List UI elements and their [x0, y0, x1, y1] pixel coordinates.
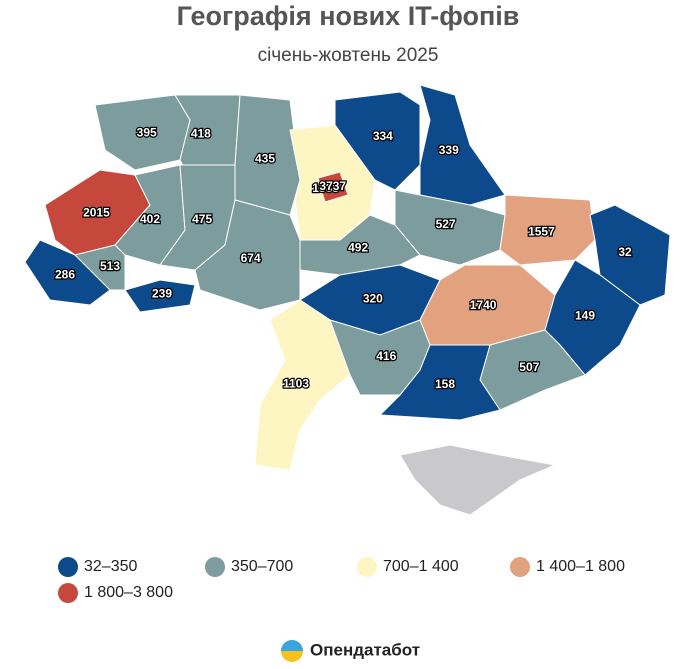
region-label: 513	[100, 259, 120, 273]
region-label: 339	[439, 143, 459, 157]
region-label: 2015	[83, 206, 110, 220]
crimea	[399, 444, 557, 516]
legend-swatch	[58, 557, 78, 577]
region-label: 507	[519, 360, 539, 374]
region-label: 1338	[312, 181, 339, 195]
region-label: 286	[55, 268, 75, 282]
region	[334, 91, 421, 191]
brand-logo-top	[281, 640, 303, 651]
legend-swatch	[58, 583, 78, 603]
region-label: 395	[137, 126, 157, 140]
region	[317, 171, 349, 203]
region	[589, 204, 671, 306]
region-label: 1103	[283, 377, 309, 391]
region-label: 1557	[528, 224, 555, 238]
legend-label: 32–350	[84, 558, 137, 575]
region	[419, 84, 506, 206]
region-label: 435	[255, 151, 275, 165]
region-label: 158	[435, 377, 455, 391]
region-label: 239	[152, 287, 172, 301]
region-label: 334	[373, 129, 393, 143]
region-label: 527	[436, 217, 456, 231]
legend-swatch	[510, 557, 530, 577]
region-label: 1740	[470, 298, 497, 312]
region	[124, 279, 196, 313]
legend-label: 1 800–3 800	[84, 584, 173, 601]
title: Географія нових IT-фопів	[177, 1, 520, 31]
legend-swatch	[357, 557, 377, 577]
region	[254, 299, 351, 471]
region	[74, 244, 126, 291]
legend-label: 350–700	[231, 558, 293, 575]
region-label: 320	[363, 291, 383, 305]
legend-label: 1 400–1 800	[536, 558, 625, 575]
region-label: 418	[191, 126, 211, 140]
brand: Опендатабот	[310, 640, 420, 659]
region-label: 416	[376, 349, 396, 363]
region-label: 3737	[319, 179, 346, 193]
region	[378, 344, 501, 421]
region	[499, 194, 596, 266]
region-label: 674	[241, 251, 261, 265]
region-label: 492	[348, 240, 368, 254]
region-label: 475	[192, 212, 212, 226]
region-label: 32	[618, 245, 632, 259]
region-label: 149	[575, 308, 595, 322]
legend-swatch	[205, 557, 225, 577]
legend: 32–350 350–700 700–1 400 1 400–1 800 1 800–3…	[58, 557, 625, 603]
region	[299, 214, 421, 276]
legend-label: 700–1 400	[383, 558, 459, 575]
region-label: 402	[140, 212, 160, 226]
subtitle: січень-жовтень 2025	[258, 45, 439, 66]
